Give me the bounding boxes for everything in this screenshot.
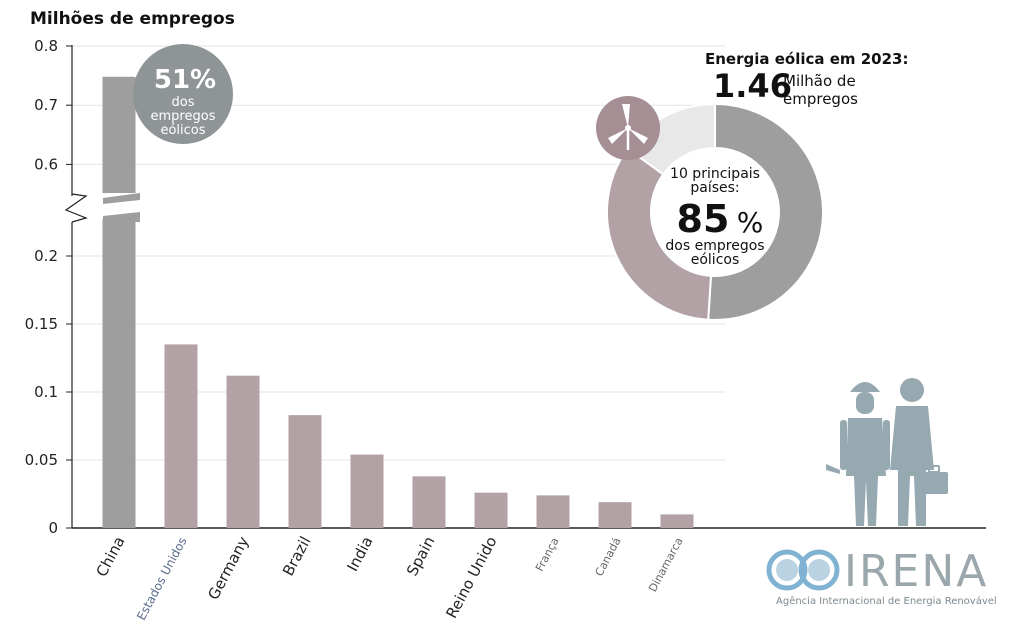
- y-tick-label: 0.05: [25, 451, 58, 469]
- category-label: Dinamarca: [646, 535, 686, 594]
- irena-logo: IRENA Agência Internacional de Energia R…: [766, 546, 997, 607]
- y-tick-label: 0.2: [34, 247, 58, 265]
- category-label: Canadá: [593, 535, 624, 578]
- y-tick-label: 0: [48, 519, 58, 537]
- wind-turbine-icon: [596, 96, 660, 160]
- bar-spain: [412, 476, 446, 528]
- y-tick-label: 0.7: [34, 96, 58, 114]
- donut-center-line: dos empregos: [665, 238, 764, 254]
- y-axis-ticks: 0 0.05 0.1 0.15 0.2 0.6 0.7 0.8: [25, 37, 72, 537]
- irena-logo-text: IRENA: [844, 546, 988, 597]
- category-label: India: [343, 533, 376, 574]
- axes: [71, 45, 986, 529]
- donut-center-line: 10 principais: [670, 166, 760, 182]
- donut-total-unit-line2: empregos: [783, 90, 858, 108]
- y-tick-label: 0.6: [34, 155, 58, 173]
- category-label: Spain: [403, 533, 439, 578]
- donut-segment-0: [707, 102, 824, 321]
- category-label: Reino Unido: [442, 533, 500, 621]
- china-bubble-line2: empregos: [151, 109, 216, 124]
- category-label: França: [533, 535, 562, 573]
- bars: [64, 76, 694, 528]
- category-labels: China Estados Unidos Germany Brazil India Spa…: [93, 533, 686, 622]
- y-tick-label: 0.8: [34, 37, 58, 55]
- y-axis-title: Milhões de empregos: [30, 9, 235, 29]
- irena-logo-subtitle: Agência Internacional de Energia Renováv…: [776, 595, 997, 607]
- donut-center-line: países:: [690, 180, 739, 196]
- bar-germany: [226, 375, 260, 528]
- bar-brazil: [288, 415, 322, 528]
- bar-frança: [536, 495, 570, 528]
- china-bubble-circle: [133, 44, 233, 144]
- workers-icon: [826, 378, 948, 526]
- china-bubble-percent: 51%: [154, 65, 216, 95]
- donut-center-line: eólicos: [691, 252, 740, 268]
- donut-center-percent: %: [737, 206, 764, 239]
- china-bubble-line3: eólicos: [160, 123, 205, 138]
- bar-estados-unidos: [164, 344, 198, 528]
- bar-dinamarca: [660, 514, 694, 528]
- bar-reino-unido: [474, 492, 508, 528]
- china-share-bubble: 51% dos empregos eólicos: [133, 44, 233, 144]
- bar-india: [350, 454, 384, 528]
- bar-china: [102, 76, 136, 528]
- category-label: Brazil: [279, 533, 315, 578]
- category-label: Estados Unidos: [134, 535, 189, 623]
- category-label: China: [93, 533, 129, 579]
- y-tick-label: 0.1: [34, 383, 58, 401]
- bar-canadá: [598, 502, 632, 528]
- donut-total-number: 1.46: [713, 67, 792, 105]
- donut-title: Energia eólica em 2023:: [705, 50, 909, 68]
- category-label: Germany: [204, 533, 252, 602]
- y-tick-label: 0.15: [25, 315, 58, 333]
- donut-total-unit-line1: Milhão de: [783, 72, 856, 90]
- donut-center-number: 85: [677, 197, 730, 241]
- axis-break: [64, 193, 145, 223]
- china-bubble-line1: dos: [172, 95, 195, 110]
